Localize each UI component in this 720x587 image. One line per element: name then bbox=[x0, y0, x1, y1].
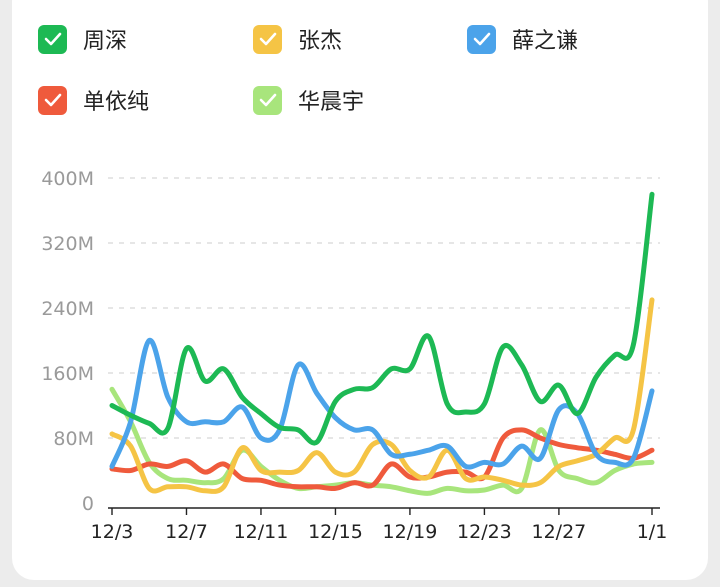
x-tick-label: 12/23 bbox=[457, 521, 512, 543]
y-tick-label: 160M bbox=[41, 363, 94, 385]
check-icon bbox=[44, 93, 61, 107]
legend-item[interactable]: 华晨宇 bbox=[253, 83, 364, 117]
x-tick-label: 12/27 bbox=[532, 521, 587, 543]
y-tick-label: 400M bbox=[41, 168, 94, 190]
series-line bbox=[109, 427, 655, 492]
legend-checkbox[interactable] bbox=[253, 85, 282, 115]
check-icon bbox=[259, 32, 276, 46]
legend-checkbox[interactable] bbox=[467, 24, 496, 54]
y-tick-label: 80M bbox=[53, 428, 94, 450]
legend-item[interactable]: 薛之谦 bbox=[467, 22, 578, 56]
series-line bbox=[109, 297, 655, 494]
legend-item[interactable]: 单依纯 bbox=[38, 83, 149, 117]
legend-label: 张杰 bbox=[298, 29, 343, 54]
y-tick-label: 240M bbox=[41, 298, 94, 320]
legend-checkbox[interactable] bbox=[38, 85, 67, 115]
legend-checkbox[interactable] bbox=[38, 24, 67, 54]
check-icon bbox=[473, 32, 490, 46]
x-tick-label: 12/3 bbox=[91, 521, 134, 543]
y-tick-label: 0 bbox=[82, 493, 94, 515]
x-tick-label: 12/15 bbox=[308, 521, 363, 543]
x-tick-label: 1/1 bbox=[637, 521, 668, 543]
x-tick-label: 12/19 bbox=[383, 521, 438, 543]
legend-label: 薛之谦 bbox=[512, 29, 579, 54]
series-line bbox=[109, 386, 655, 496]
legend-checkbox[interactable] bbox=[253, 24, 282, 54]
x-tick-label: 12/7 bbox=[165, 521, 208, 543]
x-tick-label: 12/11 bbox=[234, 521, 289, 543]
legend-label: 单依纯 bbox=[83, 90, 150, 115]
check-icon bbox=[44, 32, 61, 46]
legend-label: 华晨宇 bbox=[298, 90, 365, 115]
series-line bbox=[109, 337, 655, 470]
check-icon bbox=[259, 93, 276, 107]
series-line bbox=[109, 191, 655, 446]
legend-item[interactable]: 周深 bbox=[38, 22, 127, 56]
legend-item[interactable]: 张杰 bbox=[253, 22, 342, 56]
y-tick-label: 320M bbox=[41, 233, 94, 255]
legend-label: 周深 bbox=[83, 29, 128, 54]
